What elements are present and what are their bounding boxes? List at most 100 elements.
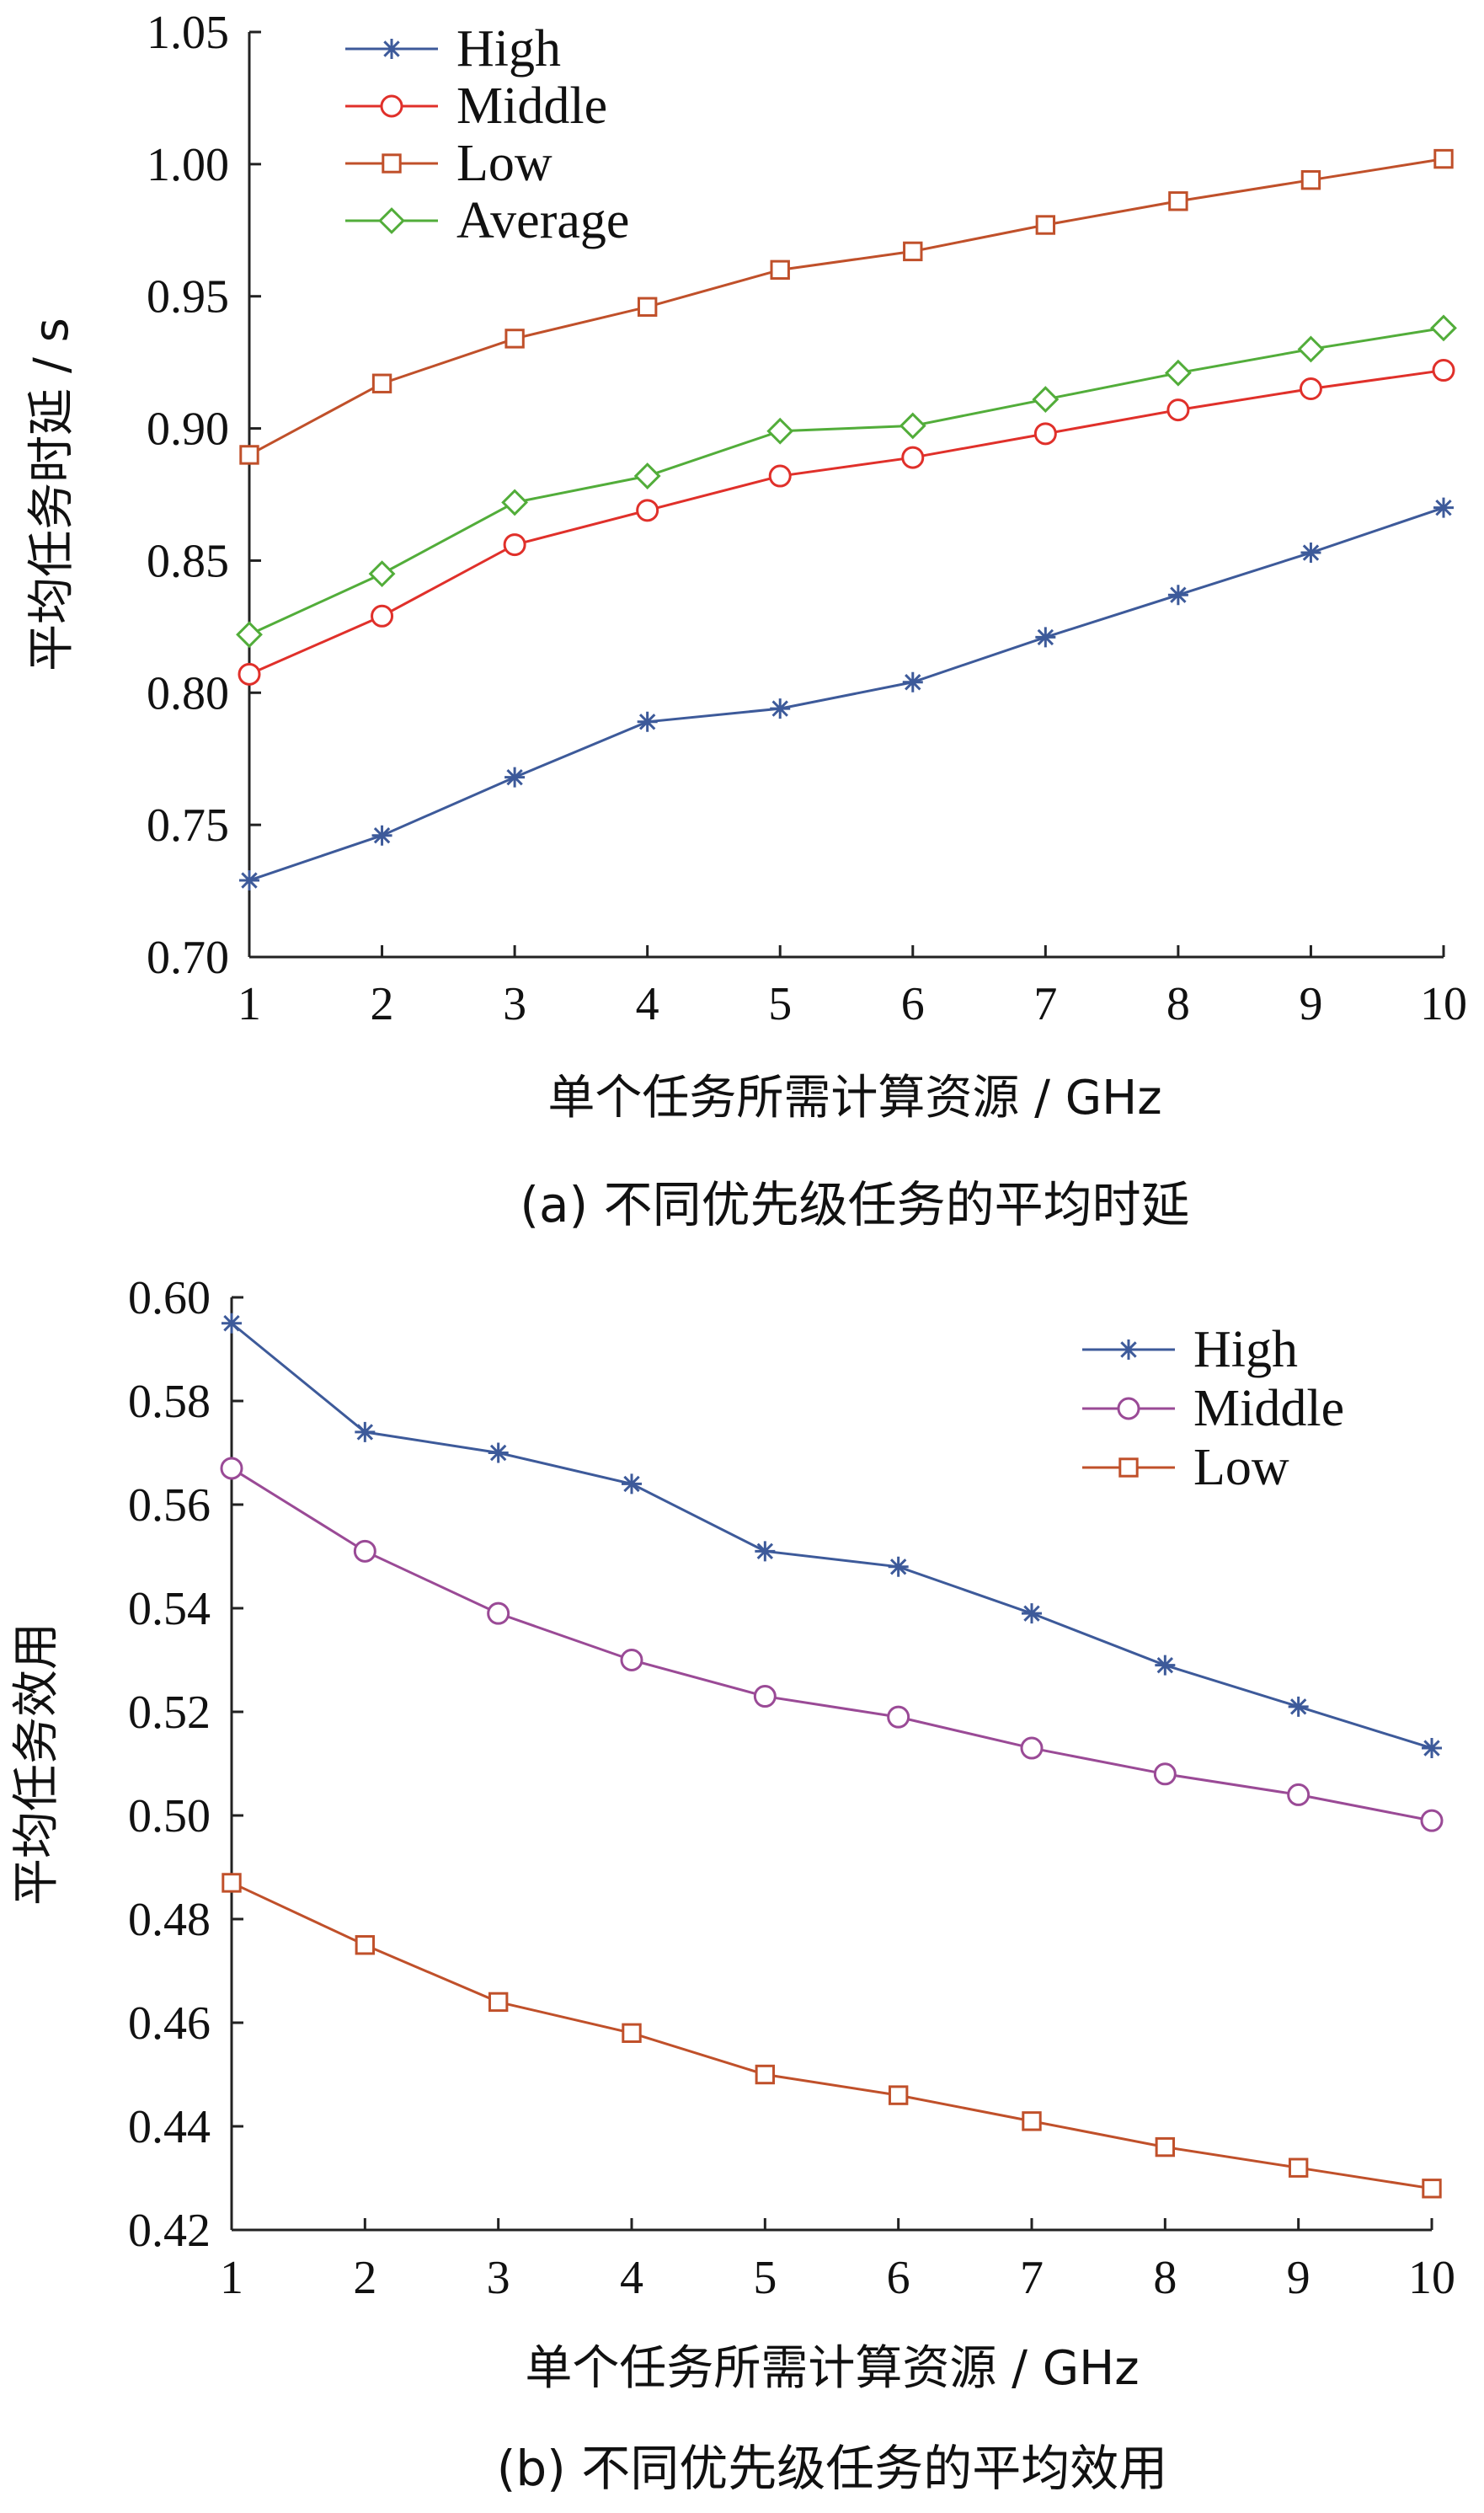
chart-a-x-tick-label: 7	[1033, 978, 1057, 1030]
chart-a-series-middle-point	[1166, 398, 1190, 422]
chart-a-series-middle-point	[901, 446, 925, 469]
chart-b-y-tick-label: 0.44	[128, 2101, 211, 2153]
chart-a-x-tick-label: 10	[1420, 978, 1467, 1030]
chart-b-series-low-point	[488, 1992, 509, 2013]
chart-b-series-middle	[220, 1457, 1444, 1832]
chart-b-legend-item-middle: Middle	[1082, 1380, 1344, 1437]
chart-b-series-high-point	[488, 1442, 509, 1463]
chart-b-series-low-point	[622, 2023, 642, 2044]
chart-a-series-middle-point	[1033, 422, 1057, 446]
chart-a-series-average-point	[1164, 359, 1192, 387]
chart-a-series-low-point	[1300, 169, 1321, 190]
chart-a-x-ticks: 1 2 3 4 5 6 7 8 9 10	[238, 945, 1467, 1030]
chart-a-delay: 0.70 0.75 0.80 0.85 0.90 0.95 1.00 1.05 1 2 3 4 5 6 7…	[24, 7, 1467, 1233]
chart-b-x-label: 单个任务所需计算资源 / GHz	[525, 2341, 1139, 2396]
chart-a-series-low	[239, 148, 1454, 465]
chart-b-series-low-point	[355, 1935, 376, 1955]
chart-b-series-low-line	[231, 1881, 1433, 2190]
chart-b-series-middle-point	[1020, 1736, 1044, 1760]
chart-a-series-high-point	[1300, 543, 1321, 564]
chart-a-x-tick-label: 4	[636, 978, 659, 1030]
chart-b-series-high-point	[1022, 1603, 1042, 1624]
chart-a-legend-item-low: Low	[345, 135, 552, 192]
chart-b-series-high-point	[222, 1313, 242, 1334]
chart-a-series-middle-point	[238, 662, 261, 686]
chart-b-series-high-point	[1422, 1738, 1442, 1759]
chart-a-series-low-point	[903, 241, 923, 262]
chart-b-x-tick-label: 5	[753, 2252, 777, 2304]
chart-a-series-middle-line	[248, 369, 1444, 676]
chart-b-series-low-point	[1288, 2157, 1309, 2178]
chart-b-x-tick-label: 8	[1153, 2252, 1177, 2304]
chart-b-series-high	[222, 1313, 1442, 1759]
chart-a-series-middle-point	[1432, 359, 1455, 382]
chart-a-y-tick-label: 0.70	[147, 932, 229, 984]
chart-a-series-high-point	[770, 698, 791, 719]
chart-a-series-low-line	[248, 158, 1444, 457]
chart-a-series-low-point	[1035, 215, 1056, 235]
chart-a-x-tick-label: 8	[1166, 978, 1190, 1030]
chart-b-series-middle-line	[231, 1467, 1433, 1822]
chart-b-y-tick-label: 0.50	[128, 1790, 211, 1842]
chart-a-legend-marker	[378, 207, 405, 234]
chart-a-series	[236, 148, 1457, 891]
chart-b-series-middle-point	[1153, 1762, 1177, 1786]
chart-b-y-label: 平均任务效用	[9, 1623, 64, 1906]
chart-a-series-average-line	[248, 326, 1444, 636]
chart-a-y-tick-label: 0.85	[147, 535, 229, 587]
chart-b-y-tick-label: 0.48	[128, 1894, 211, 1946]
chart-a-x-tick-label: 3	[503, 978, 526, 1030]
chart-a-series-average-point	[899, 412, 926, 440]
chart-a-y-ticks: 0.70 0.75 0.80 0.85 0.90 0.95 1.00 1.05	[147, 7, 261, 984]
chart-a-legend-label: Average	[456, 192, 629, 249]
chart-a-series-high-point	[637, 711, 658, 732]
chart-a-series-high-point	[239, 870, 259, 891]
chart-a-series-low-point	[239, 445, 259, 465]
chart-a-legend-item-middle: Middle	[345, 78, 607, 135]
chart-a-series-low-point	[637, 297, 658, 317]
chart-a-y-tick-label: 0.80	[147, 667, 229, 719]
chart-a-series-average-point	[766, 417, 794, 445]
chart-b-x-tick-label: 3	[487, 2252, 510, 2304]
chart-b-x-tick-label: 7	[1020, 2252, 1044, 2304]
chart-b-series-middle-point	[753, 1685, 777, 1708]
chart-a-series-middle-point	[503, 533, 526, 557]
chart-a-series-average-point	[633, 462, 661, 489]
chart-a-series-average-point	[501, 489, 529, 516]
chart-a-x-tick-label: 1	[238, 978, 261, 1030]
chart-a-series-low-point	[1433, 148, 1454, 169]
chart-a-legend-marker	[380, 94, 403, 118]
chart-b-series-high-point	[755, 1541, 776, 1562]
chart-b-series-middle-point	[487, 1601, 510, 1625]
chart-a-legend-marker	[382, 39, 402, 59]
chart-a-series-middle-point	[636, 499, 659, 522]
chart-a-x-tick-label: 5	[768, 978, 792, 1030]
chart-a-series-low-point	[371, 373, 392, 393]
chart-b-legend-marker	[1118, 1339, 1139, 1360]
chart-b-series-middle-point	[620, 1649, 643, 1671]
chart-b-y-tick-label: 0.42	[128, 2205, 211, 2257]
chart-a-legend-label: Low	[456, 135, 552, 192]
chart-b-series-high-point	[1288, 1696, 1309, 1717]
chart-b-y-tick-label: 0.58	[128, 1376, 211, 1428]
chart-a-x-tick-label: 9	[1299, 978, 1322, 1030]
chart-a-legend-marker	[382, 153, 402, 174]
chart-b-series-middle-point	[1287, 1783, 1311, 1806]
chart-b-series-middle-point	[887, 1705, 910, 1729]
chart-a-series-average-point	[1430, 314, 1457, 342]
chart-a-x-tick-label: 6	[901, 978, 925, 1030]
chart-a-caption: (a) 不同优先级任务的平均时延	[520, 1176, 1189, 1233]
chart-b-series-low-point	[755, 2064, 776, 2085]
chart-b-series-low-point	[1422, 2179, 1442, 2199]
chart-a-legend-item-average: Average	[345, 192, 629, 249]
chart-b-legend-item-low: Low	[1082, 1439, 1289, 1496]
chart-b-x-tick-label: 4	[620, 2252, 643, 2304]
chart-b-x-tick-label: 6	[887, 2252, 910, 2304]
chart-a-series-middle-point	[371, 604, 394, 628]
chart-b-series-high-line	[231, 1322, 1433, 1750]
chart-a-series-average-point	[368, 560, 396, 588]
chart-b-x-tick-label: 9	[1287, 2252, 1311, 2304]
chart-a-series-high-point	[1167, 585, 1188, 606]
chart-b-y-tick-label: 0.56	[128, 1479, 211, 1532]
